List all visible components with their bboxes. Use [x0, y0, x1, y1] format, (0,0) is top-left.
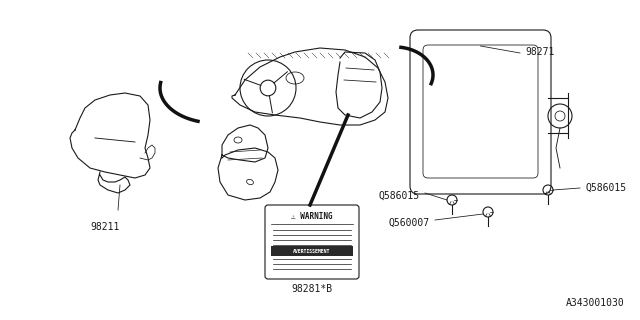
Text: AVERTISSEMENT: AVERTISSEMENT: [293, 249, 331, 253]
Text: ⚠ WARNING: ⚠ WARNING: [291, 212, 333, 220]
FancyBboxPatch shape: [265, 205, 359, 279]
Text: Q586015: Q586015: [379, 191, 420, 201]
Text: A343001030: A343001030: [566, 298, 625, 308]
Text: Q560007: Q560007: [389, 218, 430, 228]
Text: 98271: 98271: [525, 47, 554, 57]
Text: 98281*B: 98281*B: [291, 284, 333, 294]
Bar: [271, 246, 353, 256]
Text: 98211: 98211: [90, 222, 120, 232]
Text: Q586015: Q586015: [585, 183, 626, 193]
